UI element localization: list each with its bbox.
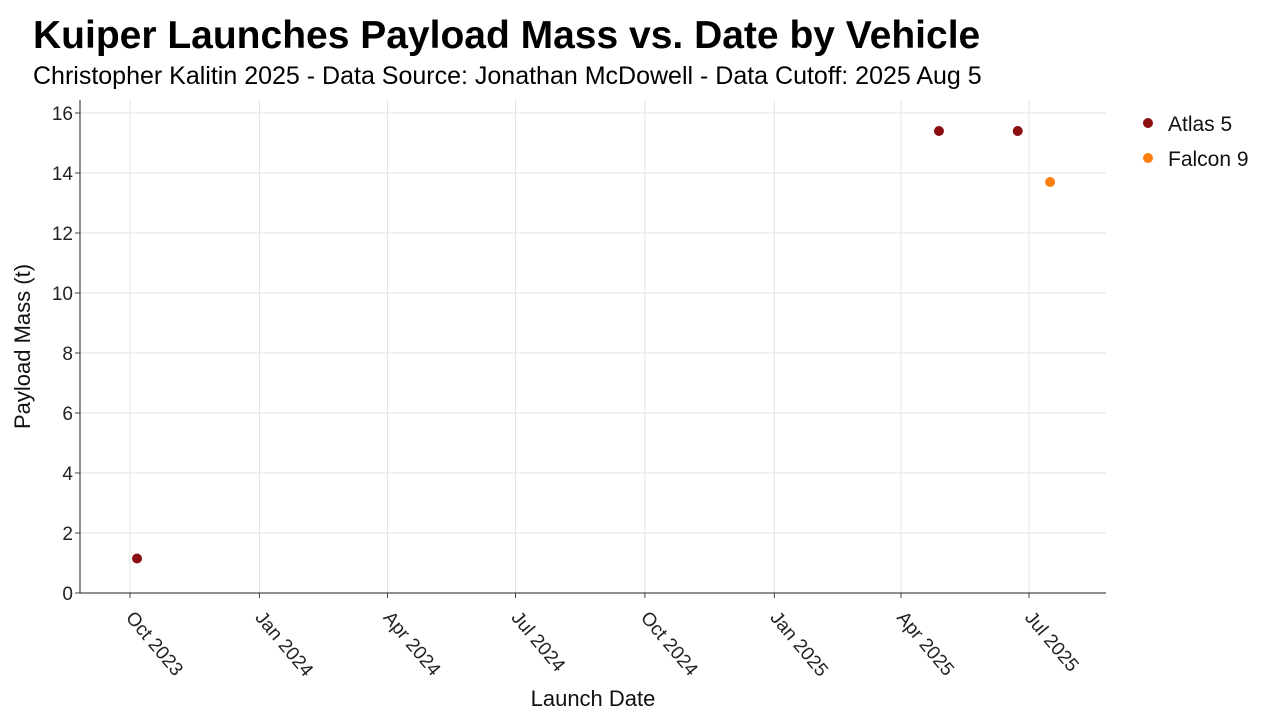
data-point-atlas-5 bbox=[933, 126, 944, 136]
x-tick-label: Jul 2025 bbox=[1020, 608, 1082, 677]
x-axis-title: Launch Date bbox=[531, 686, 656, 711]
x-tick-label: Apr 2024 bbox=[379, 608, 445, 681]
y-tick-label: 0 bbox=[62, 584, 73, 605]
data-point-falcon-9 bbox=[1045, 177, 1056, 187]
y-tick-label: 8 bbox=[62, 344, 73, 365]
x-tick-label: Jan 2025 bbox=[766, 608, 832, 681]
x-tick-label: Jan 2024 bbox=[251, 608, 318, 682]
legend-marker-atlas-5 bbox=[1143, 118, 1153, 128]
y-tick-label: 16 bbox=[52, 104, 73, 125]
y-axis-title: Payload Mass (t) bbox=[10, 264, 35, 429]
axes bbox=[75, 100, 1106, 598]
x-tick-label: Apr 2025 bbox=[892, 608, 958, 681]
y-tick-label: 2 bbox=[62, 524, 73, 545]
tick-labels: 0 2 4 6 8 10 12 14 16 Oct 2023 Jan 2024 Apr 2024 Jul… bbox=[52, 104, 1083, 681]
y-tick-label: 14 bbox=[52, 164, 74, 185]
chart-title: Kuiper Launches Payload Mass vs. Date by… bbox=[33, 14, 981, 57]
x-tick-label: Oct 2023 bbox=[121, 608, 187, 681]
legend-label-falcon-9: Falcon 9 bbox=[1168, 148, 1249, 171]
legend-item-atlas-5[interactable]: Atlas 5 bbox=[1143, 113, 1232, 136]
data-points bbox=[132, 126, 1056, 564]
y-tick-label: 10 bbox=[52, 284, 73, 305]
legend-marker-falcon-9 bbox=[1143, 153, 1153, 163]
y-tick-label: 6 bbox=[62, 404, 73, 425]
legend-label-atlas-5: Atlas 5 bbox=[1168, 113, 1232, 136]
chart-subtitle: Christopher Kalitin 2025 - Data Source: … bbox=[33, 62, 982, 90]
grid-lines bbox=[80, 100, 1106, 593]
y-tick-label: 12 bbox=[52, 224, 73, 245]
data-point-atlas-5 bbox=[132, 553, 143, 564]
legend-item-falcon-9[interactable]: Falcon 9 bbox=[1143, 148, 1249, 171]
y-tick-label: 4 bbox=[62, 464, 73, 485]
x-tick-label: Oct 2024 bbox=[636, 608, 702, 681]
data-point-atlas-5 bbox=[1012, 126, 1023, 136]
legend[interactable]: Atlas 5 Falcon 9 bbox=[1143, 113, 1249, 171]
x-tick-label: Jul 2024 bbox=[507, 608, 570, 677]
